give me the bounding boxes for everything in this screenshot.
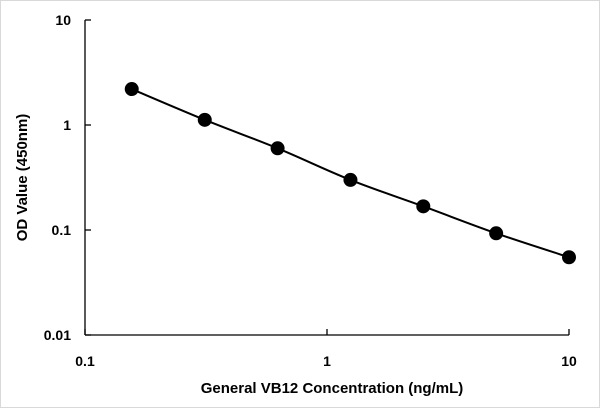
y-tick-label: 10: [55, 12, 71, 28]
data-point: [343, 172, 358, 187]
data-point: [270, 141, 285, 156]
axes: [84, 20, 569, 336]
series: [124, 82, 576, 265]
data-point: [416, 199, 431, 214]
x-tick-label: 1: [323, 353, 331, 369]
y-tick-label: 1: [63, 117, 71, 133]
data-point: [197, 112, 212, 127]
data-point: [562, 250, 576, 265]
data-point: [124, 82, 139, 97]
y-tick-label: 0.1: [52, 222, 72, 238]
x-axis-title: General VB12 Concentration (ng/mL): [201, 380, 464, 397]
y-axis-title: OD Value (450nm): [14, 114, 31, 242]
x-tick-label: 10: [561, 353, 577, 369]
data-point: [489, 226, 504, 241]
x-tick-label: 0.1: [75, 353, 95, 369]
y-tick-label: 0.01: [44, 327, 71, 343]
